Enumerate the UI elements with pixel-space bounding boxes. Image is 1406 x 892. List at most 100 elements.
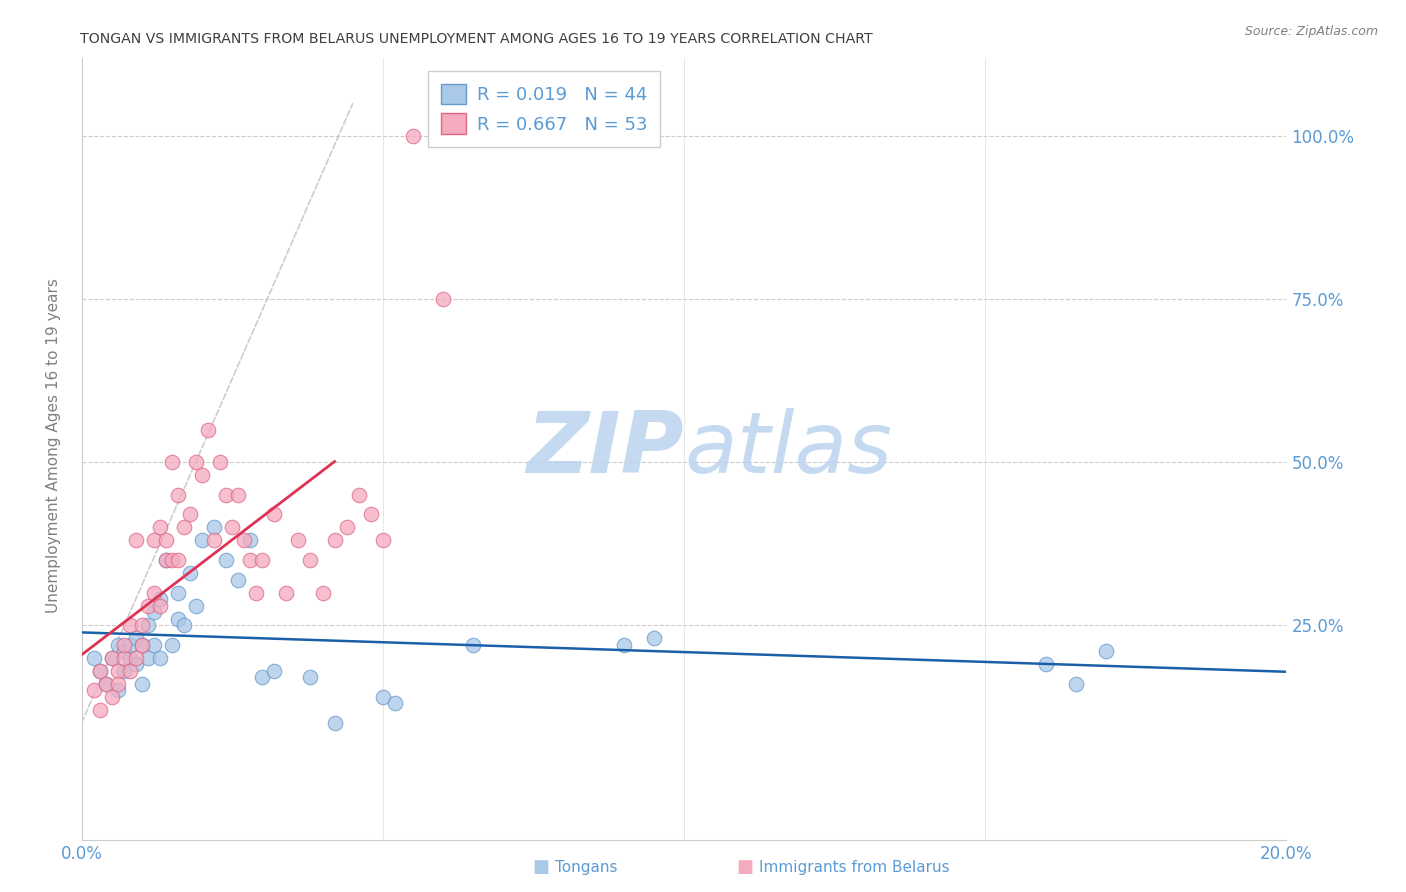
Point (118, 638, 141, 652)
Point (107, 638, 129, 652)
Point (142, 605, 165, 619)
Point (252, 553, 274, 567)
Point (112, 644, 135, 658)
Point (173, 520, 195, 534)
Point (233, 533, 256, 548)
Point (149, 599, 172, 613)
Point (100, 690, 122, 704)
Point (276, 585, 298, 599)
Point (167, 553, 190, 567)
Point (202, 533, 225, 548)
Point (311, 585, 333, 599)
Point (107, 664, 129, 678)
Point (643, 631, 665, 645)
Point (112, 664, 135, 678)
Point (83, 650, 105, 665)
Point (245, 585, 267, 599)
Point (197, 423, 219, 437)
Point (142, 533, 165, 548)
Point (202, 520, 225, 534)
Point (107, 683, 129, 698)
Point (1094, 644, 1116, 658)
Text: atlas: atlas (685, 408, 891, 491)
Point (323, 715, 346, 730)
Point (239, 533, 262, 548)
Point (149, 592, 172, 607)
Point (336, 520, 359, 534)
Point (118, 664, 141, 678)
Text: Immigrants from Belarus: Immigrants from Belarus (759, 861, 950, 875)
Legend: R = 0.019   N = 44, R = 0.667   N = 53: R = 0.019 N = 44, R = 0.667 N = 53 (427, 71, 659, 147)
Point (112, 638, 135, 652)
Point (191, 468, 214, 483)
Point (1035, 657, 1057, 672)
Point (287, 533, 309, 548)
Text: TONGAN VS IMMIGRANTS FROM BELARUS UNEMPLOYMENT AMONG AGES 16 TO 19 YEARS CORRELA: TONGAN VS IMMIGRANTS FROM BELARUS UNEMPL… (80, 32, 873, 46)
Point (131, 618, 153, 632)
Point (118, 618, 141, 632)
Point (173, 618, 195, 632)
Text: Tongans: Tongans (555, 861, 617, 875)
Point (136, 650, 159, 665)
Point (136, 599, 159, 613)
Point (384, 697, 406, 711)
Point (432, 292, 454, 306)
Point (360, 508, 382, 522)
Point (94, 677, 117, 691)
Point (125, 657, 148, 672)
Point (347, 488, 370, 502)
Point (125, 533, 148, 548)
Point (125, 631, 148, 645)
Point (131, 638, 153, 652)
Point (100, 650, 122, 665)
Point (226, 488, 249, 502)
Text: ■: ■ (737, 858, 754, 876)
Point (215, 488, 238, 502)
Point (167, 585, 190, 599)
Point (167, 488, 190, 502)
Point (1064, 677, 1087, 691)
Point (160, 553, 183, 567)
Point (125, 650, 148, 665)
Point (371, 690, 394, 704)
Point (155, 533, 177, 548)
Point (160, 638, 183, 652)
Point (89, 664, 111, 678)
Point (149, 520, 172, 534)
Point (209, 455, 232, 469)
Text: ZIP: ZIP (526, 408, 685, 491)
Point (184, 599, 207, 613)
Point (226, 573, 249, 587)
Text: Unemployment Among Ages 16 to 19 years: Unemployment Among Ages 16 to 19 years (46, 278, 60, 614)
Point (131, 677, 153, 691)
Point (239, 553, 262, 567)
Point (463, 638, 485, 652)
Point (142, 638, 165, 652)
Point (155, 553, 177, 567)
Point (215, 553, 238, 567)
Point (613, 638, 636, 652)
Point (142, 585, 165, 599)
Point (299, 553, 322, 567)
Point (160, 455, 183, 469)
Point (402, 129, 425, 144)
Point (323, 533, 346, 548)
Point (191, 533, 214, 548)
Point (149, 650, 172, 665)
Point (252, 670, 274, 684)
Point (107, 677, 129, 691)
Point (179, 566, 201, 580)
Point (131, 638, 153, 652)
Point (94, 677, 117, 691)
Point (184, 455, 207, 469)
Point (112, 650, 135, 665)
Point (371, 533, 394, 548)
Point (179, 508, 201, 522)
Point (263, 664, 285, 678)
Point (136, 618, 159, 632)
Point (155, 553, 177, 567)
Point (83, 683, 105, 698)
Text: ■: ■ (533, 858, 550, 876)
Point (167, 612, 190, 626)
Point (221, 520, 243, 534)
